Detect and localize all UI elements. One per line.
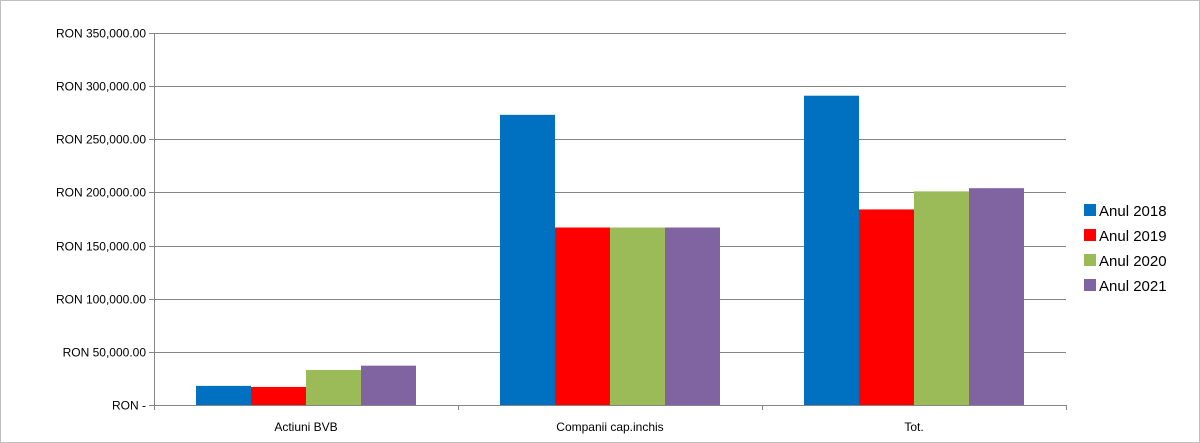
legend-label: Anul 2018 bbox=[1099, 203, 1167, 220]
y-tick-label: RON 50,000.00 bbox=[63, 346, 147, 360]
bar-anul-2020-2[interactable] bbox=[914, 191, 969, 405]
legend-swatch bbox=[1084, 279, 1096, 291]
y-tick-label: RON 350,000.00 bbox=[56, 27, 146, 41]
y-tick-label: RON 150,000.00 bbox=[56, 240, 146, 254]
y-tick-label: RON 300,000.00 bbox=[56, 80, 146, 94]
bar-anul-2020-0[interactable] bbox=[306, 369, 361, 405]
legend-swatch bbox=[1084, 254, 1096, 266]
bar-anul-2018-0[interactable] bbox=[196, 385, 251, 405]
legend-label: Anul 2021 bbox=[1099, 278, 1167, 295]
legend-label: Anul 2020 bbox=[1099, 253, 1167, 270]
x-tick-label: Tot. bbox=[904, 420, 923, 434]
bar-anul-2018-1[interactable] bbox=[500, 114, 555, 405]
bar-anul-2019-2[interactable] bbox=[859, 209, 914, 405]
y-tick-label: RON - bbox=[112, 399, 146, 413]
x-tick-label: Companii cap.inchis bbox=[556, 420, 663, 434]
bar-anul-2019-1[interactable] bbox=[555, 227, 610, 405]
bar-anul-2021-1[interactable] bbox=[665, 227, 720, 405]
bar-anul-2021-2[interactable] bbox=[969, 188, 1024, 405]
y-tick-label: RON 100,000.00 bbox=[56, 293, 146, 307]
bar-anul-2020-1[interactable] bbox=[610, 227, 665, 405]
x-tick-label: Actiuni BVB bbox=[274, 420, 337, 434]
legend-swatch bbox=[1084, 204, 1096, 216]
legend-label: Anul 2019 bbox=[1099, 228, 1167, 245]
legend-swatch bbox=[1084, 229, 1096, 241]
y-tick-label: RON 200,000.00 bbox=[56, 186, 146, 200]
bar-anul-2018-2[interactable] bbox=[804, 95, 859, 406]
bar-anul-2019-0[interactable] bbox=[251, 386, 306, 405]
bar-anul-2021-0[interactable] bbox=[361, 365, 416, 405]
y-tick-label: RON 250,000.00 bbox=[56, 133, 146, 147]
